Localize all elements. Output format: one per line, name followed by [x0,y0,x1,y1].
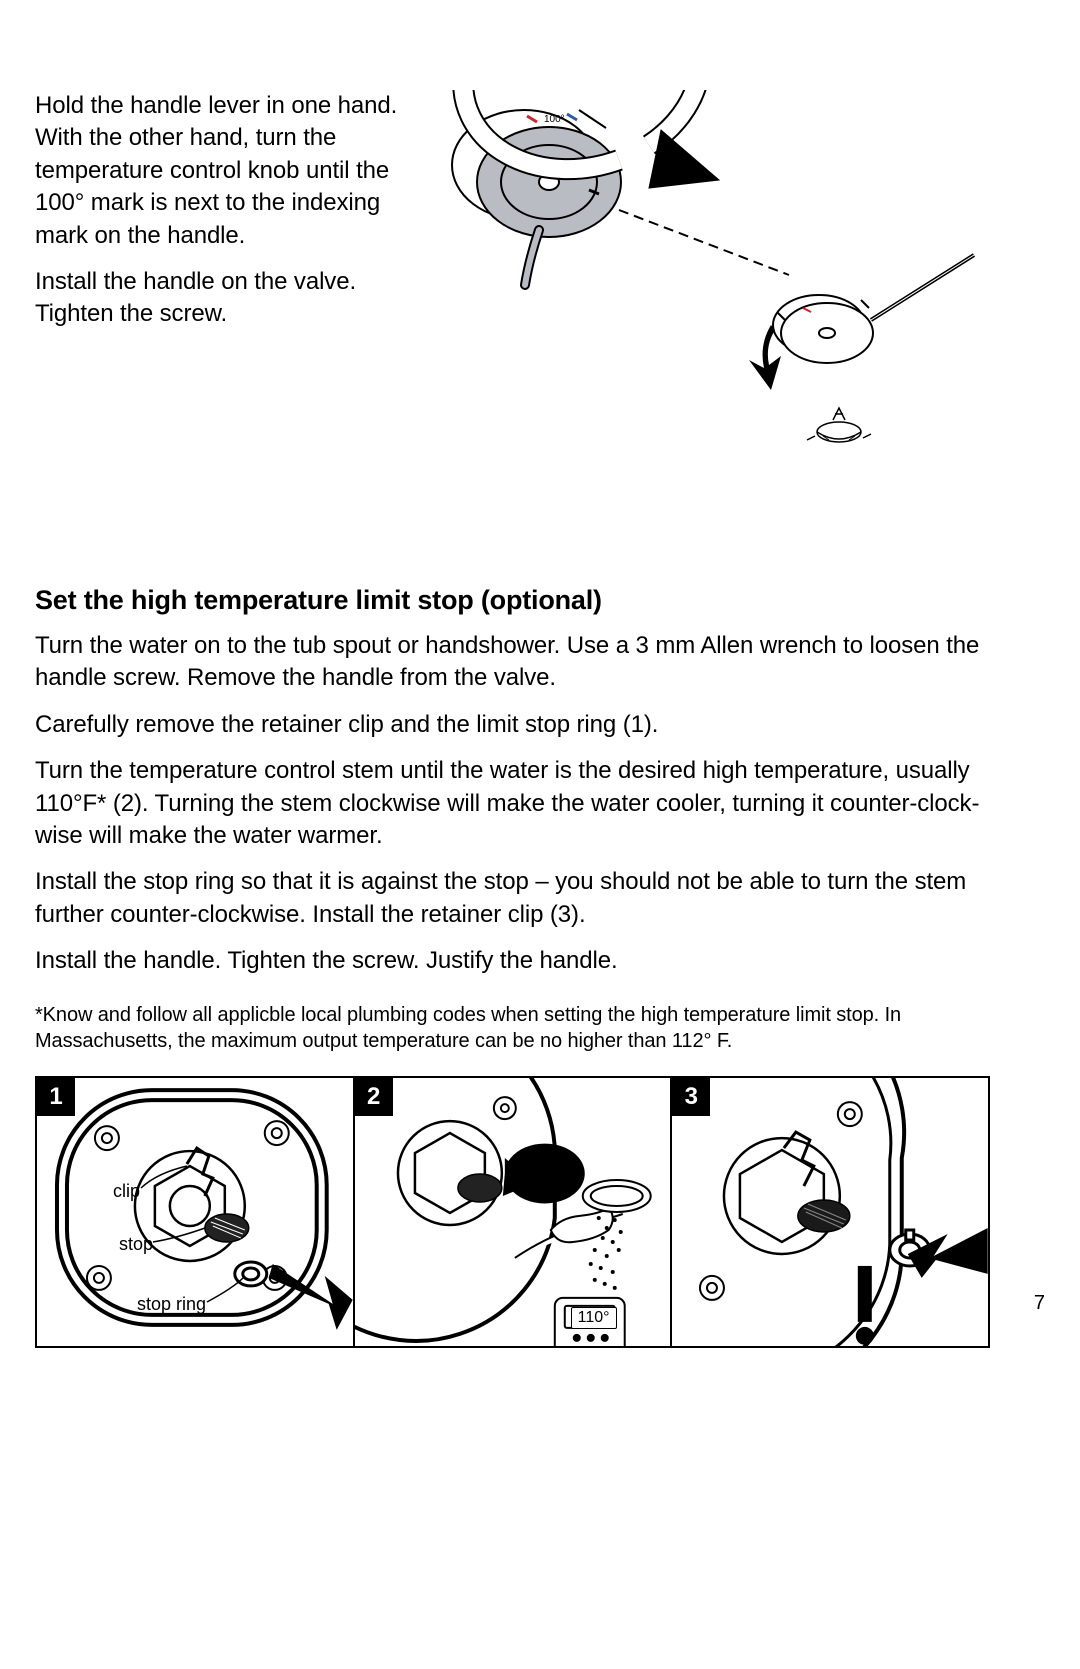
intro-paragraph-2: Install the handle on the valve. Tighten… [35,266,405,331]
step-panel-2: 2 [355,1078,673,1346]
step-illustrations-row: 1 [35,1076,990,1348]
intro-paragraph-1: Hold the handle lever in one hand. With … [35,90,405,252]
step-panel-3: 3 [672,1078,988,1346]
section-paragraph-3: Turn the temperature control stem until … [35,755,990,852]
step-badge-2: 2 [355,1078,393,1116]
section-paragraph-1: Turn the water on to the tub spout or ha… [35,630,990,695]
handle-assembly-illustration: 100° [419,90,990,470]
section-heading: Set the high temperature limit stop (opt… [35,585,990,616]
section-paragraph-4: Install the stop ring so that it is agai… [35,866,990,931]
page-number: 7 [1034,1292,1045,1315]
intro-text-block: Hold the handle lever in one hand. With … [35,90,405,470]
step-badge-1: 1 [37,1078,75,1116]
svg-text:100°: 100° [544,114,565,125]
section-footnote: *Know and follow all applicble local plu… [35,1002,990,1054]
section-paragraph-2: Carefully remove the retainer clip and t… [35,709,990,741]
section-paragraph-5: Install the handle. Tighten the screw. J… [35,945,990,977]
thermometer-reading: 110° [571,1307,617,1329]
step-badge-3: 3 [672,1078,710,1116]
step-panel-1: 1 [37,1078,355,1346]
